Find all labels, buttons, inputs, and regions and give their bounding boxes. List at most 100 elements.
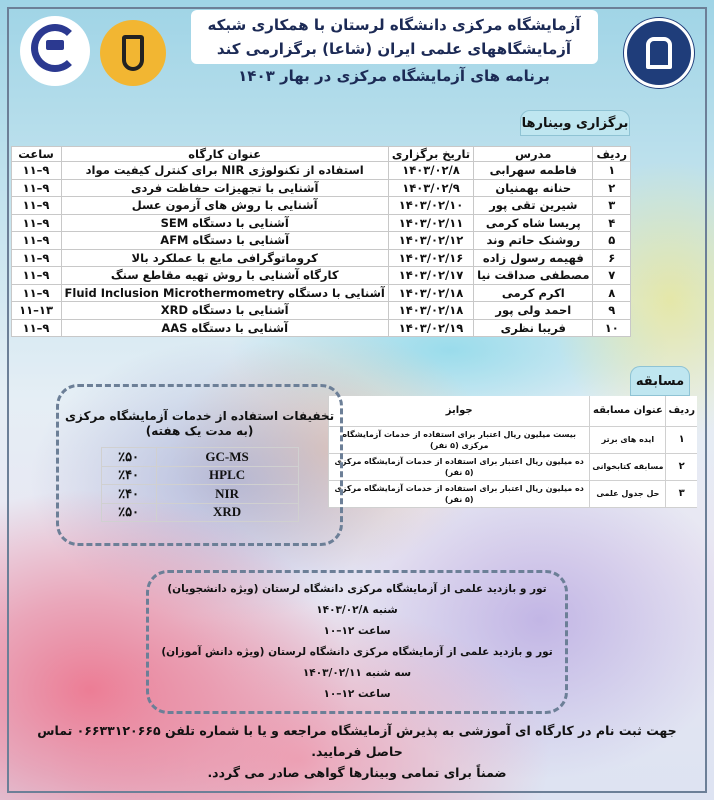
tour-line: تور و بازدید علمی از آزمایشگاه مرکزی دان…: [161, 646, 553, 658]
table-row: ۸ اکرم کرمی ۱۴۰۳/۰۲/۱۸ آشنایی با دستگاه Flu…: [10, 283, 631, 302]
cell-row-number: ۶: [592, 248, 631, 267]
university-emblem-icon: [646, 37, 672, 69]
cell-date: ۱۴۰۳/۰۲/۱۶: [387, 248, 475, 267]
cell-date: ۱۴۰۳/۰۲/۸: [387, 161, 475, 180]
header-area: آزمایشگاه مرکزی دانشگاه لرستان با همکاری…: [168, 10, 620, 85]
cell-discount-percent: ٪۴۰: [100, 484, 157, 504]
cell-date: ۱۴۰۳/۰۲/۱۹: [387, 318, 475, 337]
table-header-row: ردیف مدرس تاریخ برگزاری عنوان کارگاه ساع…: [10, 146, 631, 162]
cell-instructor: اکرم کرمی: [473, 283, 594, 302]
cell-row-number: ۴: [592, 213, 631, 232]
cell-row-number: ۳: [665, 480, 697, 508]
col-time: ساعت: [10, 146, 62, 162]
cell-competition-title: حل جدول علمی: [589, 480, 666, 508]
col-competition-title: عنوان مسابقه: [589, 396, 666, 427]
discounts-table: ٪۵۰ GC-MS ٪۴۰ HPLC ٪۴۰ NIR ٪۵۰ XRD: [100, 447, 299, 522]
table-row: ٪۵۰ XRD: [100, 502, 299, 522]
cell-discount-percent: ٪۵۰: [100, 447, 157, 467]
cell-date: ۱۴۰۳/۰۲/۹: [387, 178, 475, 197]
webinars-tab: برگزاری وبینارها: [520, 110, 630, 136]
cell-title: آشنایی با دستگاه AFM: [60, 231, 389, 250]
tour-line: سه شنبه ۱۴۰۳/۰۲/۱۱: [302, 667, 412, 679]
cell-title: آشنایی با دستگاه SEM: [60, 213, 389, 232]
table-row: ۳ حل جدول علمی ده میلیون ریال اعتبار برای …: [327, 480, 697, 508]
shaaa-logo-mark: [122, 35, 144, 71]
col-instructor: مدرس: [473, 146, 594, 162]
cell-title: آشنایی با دستگاه AAS: [60, 318, 389, 337]
central-lab-logo: [20, 16, 90, 86]
cell-row-number: ۷: [592, 266, 631, 285]
cell-date: ۱۴۰۳/۰۲/۱۷: [387, 266, 475, 285]
cell-title: آشنایی با روش های آزمون عسل: [60, 196, 389, 215]
tour-line: ساعت ۱۲–۱۰: [323, 625, 391, 637]
cell-instrument: HPLC: [155, 465, 299, 485]
cell-row-number: ۱: [592, 161, 631, 180]
cell-instructor: فهیمه رسول زاده: [473, 248, 594, 267]
cell-row-number: ۹: [592, 301, 631, 320]
discounts-title: تخفیفات استفاده از خدمات آزمایشگاه مرکزی: [65, 409, 335, 423]
cell-time: ۹–۱۱: [10, 213, 62, 232]
cell-instructor: فریبا نظری: [473, 318, 594, 337]
table-row: ٪۴۰ NIR: [100, 484, 299, 504]
discounts-subtitle: (به مدت یک هفته): [145, 424, 254, 438]
cell-prize: بیست میلیون ریال اعتبار برای استفاده از …: [327, 426, 590, 454]
footer-line-1: جهت ثبت نام در کارگاه ای آموزشی به پذیرش…: [37, 723, 677, 759]
discounts-box: تخفیفات استفاده از خدمات آزمایشگاه مرکزی…: [56, 384, 344, 546]
header-line-1: آزمایشگاه مرکزی دانشگاه لرستان با همکاری…: [207, 16, 581, 34]
cell-time: ۹–۱۱: [10, 248, 62, 267]
cell-time: ۱۳–۱۱: [10, 301, 62, 320]
table-row: ۵ روشنک حاتم وند ۱۴۰۳/۰۲/۱۲ آشنایی با دستگا…: [10, 231, 631, 250]
cell-row-number: ۱۰: [592, 318, 631, 337]
cell-row-number: ۱: [665, 426, 697, 454]
tour-line: شنبه ۱۴۰۳/۰۲/۸: [316, 604, 398, 616]
table-row: ۱۰ فریبا نظری ۱۴۰۳/۰۲/۱۹ آشنایی با دستگاه A…: [10, 318, 631, 337]
cell-prize: ده میلیون ریال اعتبار برای استفاده از خد…: [327, 480, 590, 508]
cell-date: ۱۴۰۳/۰۲/۱۸: [387, 301, 475, 320]
table-header-row: ردیف عنوان مسابقه جوایز: [327, 396, 697, 427]
table-row: ۹ احمد ولی پور ۱۴۰۳/۰۲/۱۸ آشنایی با دستگاه …: [10, 301, 631, 320]
cell-title: کروماتوگرافی مایع با عملکرد بالا: [60, 248, 389, 267]
tour-line: تور و بازدید علمی از آزمایشگاه مرکزی دان…: [167, 583, 547, 595]
col-title: عنوان کارگاه: [60, 146, 389, 162]
cell-discount-percent: ٪۴۰: [100, 465, 157, 485]
cell-date: ۱۴۰۳/۰۲/۱۰: [387, 196, 475, 215]
cell-time: ۹–۱۱: [10, 318, 62, 337]
competition-tab: مسابقه: [630, 366, 690, 396]
cell-title: استفاده از تکنولوژی NIR برای کنترل کیفیت…: [60, 161, 389, 180]
tour-line: ساعت ۱۲–۱۰: [323, 688, 391, 700]
table-row: ۲ حنانه بهمنیان ۱۴۰۳/۰۲/۹ آشنایی با تجهیزات…: [10, 178, 631, 197]
cell-instructor: روشنک حاتم وند: [473, 231, 594, 250]
cell-date: ۱۴۰۳/۰۲/۱۸: [387, 283, 475, 302]
footer-note: جهت ثبت نام در کارگاه ای آموزشی به پذیرش…: [17, 720, 697, 783]
cell-time: ۹–۱۱: [10, 266, 62, 285]
cell-title: آشنایی با دستگاه Fluid Inclusion Microth…: [60, 283, 389, 302]
table-row: ۱ ایده های برتر بیست میلیون ریال اعتبار بر…: [327, 426, 697, 454]
cell-time: ۹–۱۱: [10, 283, 62, 302]
shaaa-logo: [100, 20, 166, 86]
cell-discount-percent: ٪۵۰: [100, 502, 157, 522]
footer-line-2: ضمناً برای تمامی وبینارها گواهی صادر می …: [207, 765, 507, 780]
cell-instructor: فاطمه سهرابی: [473, 161, 594, 180]
cell-time: ۹–۱۱: [10, 231, 62, 250]
table-row: ۲ مسابقه کتابخوانی ده میلیون ریال اعتبار ب…: [327, 453, 697, 481]
table-row: ۶ فهیمه رسول زاده ۱۴۰۳/۰۲/۱۶ کروماتوگرافی م…: [10, 248, 631, 267]
cell-row-number: ۸: [592, 283, 631, 302]
table-row: ٪۵۰ GC-MS: [100, 447, 299, 467]
cell-time: ۹–۱۱: [10, 161, 62, 180]
cell-instructor: حنانه بهمنیان: [473, 178, 594, 197]
cell-competition-title: ایده های برتر: [589, 426, 666, 454]
cell-title: کارگاه آشنایی با روش تهیه مقاطع سنگ: [60, 266, 389, 285]
cell-instructor: پریسا شاه کرمی: [473, 213, 594, 232]
table-row: ۳ شیرین تقی پور ۱۴۰۳/۰۲/۱۰ آشنایی با روش ها…: [10, 196, 631, 215]
cell-instructor: شیرین تقی پور: [473, 196, 594, 215]
cell-row-number: ۲: [592, 178, 631, 197]
cell-title: آشنایی با دستگاه XRD: [60, 301, 389, 320]
poster-frame: [7, 7, 707, 793]
col-row-number: ردیف: [665, 396, 697, 427]
col-prizes: جوایز: [327, 396, 590, 427]
tour-box: تور و بازدید علمی از آزمایشگاه مرکزی دان…: [146, 570, 568, 714]
cell-date: ۱۴۰۳/۰۲/۱۱: [387, 213, 475, 232]
cell-instrument: XRD: [155, 502, 299, 522]
cell-instrument: NIR: [155, 484, 299, 504]
cell-instructor: مصطفی صداقت نیا: [473, 266, 594, 285]
